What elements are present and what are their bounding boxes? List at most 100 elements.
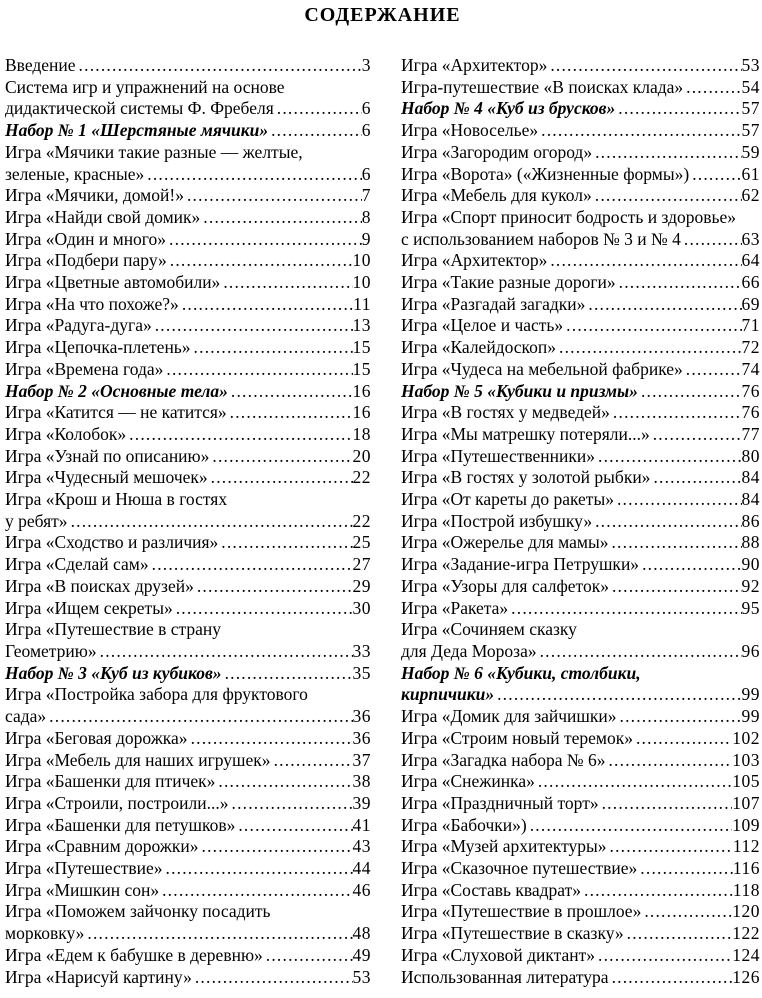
- toc-section-entry: Набор № 1 «Шерстяные мячики» 6: [5, 120, 371, 142]
- toc-entry: Игра «Путешествие в прошлое» 120: [401, 901, 760, 923]
- page-number: 76: [741, 380, 760, 401]
- dot-leader: [268, 120, 362, 142]
- page-number: 36: [352, 727, 371, 748]
- toc-entry-line: Игра «Строили, построили...» 39: [5, 793, 371, 815]
- toc-entry-label: зеленые, красные»: [5, 163, 145, 184]
- dot-leader: [637, 858, 733, 880]
- toc-entry-label: Игра «Башенки для петушков»: [5, 814, 236, 835]
- toc-entry-label: Игра «Построй избушку»: [401, 510, 593, 531]
- dot-leader: [599, 793, 733, 815]
- toc-entry-label: Игра «Мишкин сон»: [5, 879, 160, 900]
- dot-leader: [609, 967, 733, 989]
- toc-entry: Игра «Бабочки») 109: [401, 815, 760, 837]
- toc-entry-line: Геометрию» 33: [5, 641, 371, 663]
- dot-leader: [191, 337, 353, 359]
- toc-entry: Игра «На что похоже?» 11: [5, 294, 371, 316]
- toc-entry-label: Игра «Сравним дорожки»: [5, 836, 199, 857]
- toc-entry: Игра «Архитектор» 64: [401, 250, 760, 272]
- toc-entry: Игра «Сравним дорожки» 43: [5, 836, 371, 858]
- toc-entry-label: Игра «Мы матрешку потеряли...»: [401, 423, 650, 444]
- toc-entry-label: Набор № 2 «Основные тела»: [5, 380, 228, 401]
- toc-entry: Игра «Узоры для салфеток» 92: [401, 576, 760, 598]
- page-number: 69: [741, 293, 760, 314]
- toc-entry: Игра «Спорт приносит бодрость и здоровье…: [401, 207, 760, 250]
- toc-entry-line: Игра «Домик для зайчишки» 99: [401, 706, 760, 728]
- dot-leader: [159, 880, 352, 902]
- toc-entry-label: Игра «Постройка забора для фруктового: [5, 684, 308, 705]
- toc-entry-line: Набор № 1 «Шерстяные мячики» 6: [5, 120, 371, 142]
- toc-entry-label: Игра «Архитектор»: [401, 250, 548, 271]
- page-number: 59: [741, 141, 760, 162]
- dot-leader: [235, 815, 352, 837]
- toc-entry-label: Система игр и упражнений на основе: [5, 76, 285, 97]
- toc-entry-line: Игра «Мебель для наших игрушек» 37: [5, 750, 371, 772]
- toc-entry-label: Игра «В гостях у медведей»: [401, 402, 610, 423]
- toc-entry: Игра «Калейдоскоп» 72: [401, 337, 760, 359]
- toc-entry-line: Игра «Путешествие» 44: [5, 858, 371, 880]
- toc-entry-label: Игра «Путешествие в прошлое»: [401, 901, 642, 922]
- toc-entry: Игра «Беговая дорожка» 36: [5, 728, 371, 750]
- dot-leader: [218, 532, 352, 554]
- toc-entry: Игра «В гостях у медведей» 76: [401, 402, 760, 424]
- toc-entry-label: Игра «Задание-игра Петрушки»: [401, 554, 640, 575]
- toc-entry-label: Игра «Найди свой домик»: [5, 206, 201, 227]
- dot-leader: [638, 381, 742, 403]
- dot-leader: [126, 424, 352, 446]
- dot-leader: [563, 315, 741, 337]
- toc-entry-line: Игра «Построй избушку» 86: [401, 511, 760, 533]
- dot-leader: [97, 641, 353, 663]
- toc-entry: Игра «Сделай сам» 27: [5, 554, 371, 576]
- toc-entry: Игра «Ракета» 95: [401, 598, 760, 620]
- toc-entry: Игра «Один и много» 9: [5, 229, 371, 251]
- toc-entry-line: кирпичики» 99: [401, 684, 760, 706]
- page-number: 6: [361, 163, 371, 184]
- toc-entry-label: Введение: [5, 55, 76, 75]
- dot-leader: [614, 489, 742, 511]
- toc-entry-line: Игра «Чудеса на мебельной фабрике» 74: [401, 359, 760, 381]
- dot-leader: [199, 836, 353, 858]
- page-number: 99: [741, 684, 760, 705]
- toc-entry-label: Игра «Домик для зайчишки»: [401, 706, 617, 727]
- toc-entry-label: Игра «Путешествие в сказку»: [401, 923, 624, 944]
- toc-entry-line: Игра «Такие разные дороги» 66: [401, 272, 760, 294]
- toc-entry: Игра «В поисках друзей» 29: [5, 576, 371, 598]
- toc-entry-label: Игра «Мебель для кукол»: [401, 185, 592, 206]
- toc-entry-label: Игра «Загородим огород»: [401, 141, 593, 162]
- toc-entry-label: Игра «Строили, построили...»: [5, 792, 229, 813]
- toc-section-entry: Набор № 4 «Куб из брусков» 57: [401, 98, 760, 120]
- toc-entry-label: Игра «Архитектор»: [401, 55, 548, 75]
- page-number: 57: [741, 98, 760, 119]
- toc-entry-label: Игра «Такие разные дороги»: [401, 272, 616, 293]
- page-number: 6: [361, 120, 371, 141]
- dot-leader: [616, 272, 742, 294]
- toc-entry-line: Игра «В гостях у золотой рыбки» 84: [401, 467, 760, 489]
- dot-leader: [605, 750, 732, 772]
- page-number: 61: [741, 163, 760, 184]
- toc-entry-line: Игра «Сказочное путешествие» 116: [401, 858, 760, 880]
- toc-entry-line: Игра «Слуховой диктант» 124: [401, 945, 760, 967]
- page-number: 71: [741, 315, 760, 336]
- toc-entry-line: Использованная литература 126: [401, 967, 760, 989]
- toc-entry-line: Игра «Новоселье» 57: [401, 120, 760, 142]
- toc-entry-label: Игра «Разгадай загадки»: [401, 293, 586, 314]
- toc-entry-label: Игра «Мячики, домой!»: [5, 185, 184, 206]
- dot-leader: [227, 402, 353, 424]
- toc-entry-line: Игра «Постройка забора для фруктового: [5, 684, 371, 706]
- toc-columns: Введение3Система игр и упражнений на осн…: [5, 55, 760, 988]
- page-number: 116: [732, 858, 760, 879]
- toc-entry-line: Игра «Катится — не катится» 16: [5, 402, 371, 424]
- toc-entry-line: Набор № 5 «Кубики и призмы» 76: [401, 381, 760, 403]
- toc-entry-label: Игра «Мячики такие разные — желтые,: [5, 141, 303, 162]
- toc-entry-label: Игра «Сходство и различия»: [5, 532, 219, 553]
- page-number: 112: [732, 836, 760, 857]
- toc-entry-label: Набор № 1 «Шерстяные мячики»: [5, 120, 269, 141]
- toc-entry-line: Игра «Времена года» 15: [5, 359, 371, 381]
- toc-entry-line: Игра «Загородим огород» 59: [401, 142, 760, 164]
- dot-leader: [215, 771, 352, 793]
- toc-entry-label: кирпичики»: [401, 684, 495, 705]
- toc-entry-label: Игра «В поисках друзей»: [5, 575, 194, 596]
- toc-entry-label: Игра «Сочиняем сказку: [401, 619, 577, 640]
- dot-leader: [650, 467, 741, 489]
- page-number: 66: [741, 272, 760, 293]
